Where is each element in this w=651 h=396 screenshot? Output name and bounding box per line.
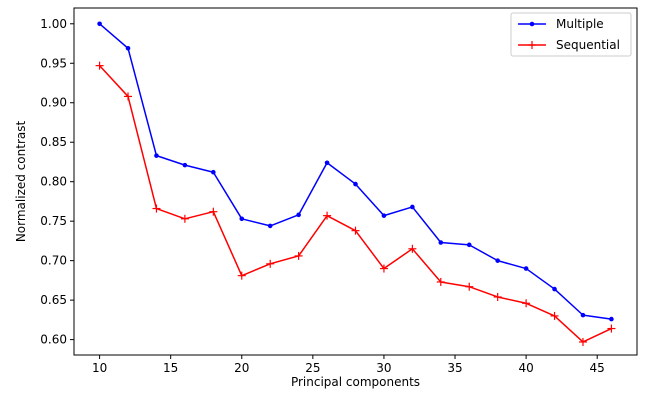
data-point [237,271,246,280]
legend-swatch-marker [529,21,535,27]
y-tick-label: 0.80 [40,175,67,189]
y-tick-label: 0.75 [40,214,67,228]
data-point [550,311,559,320]
series-line [99,23,612,320]
data-point [211,169,216,175]
series-layer [95,21,616,346]
legend-item-multiple: Multiple [518,17,604,31]
y-tick-label: 0.95 [40,56,67,70]
data-point [465,282,474,291]
data-point [182,162,188,168]
data-point [323,211,332,220]
x-tick-label: 15 [163,361,178,375]
y-tick-label: 1.00 [40,17,67,31]
data-point [296,212,301,218]
series-multiple [97,21,614,322]
data-point [493,292,502,301]
data-point [580,312,586,318]
data-point [266,259,275,268]
series-sequential [95,61,616,346]
data-point [267,223,273,229]
data-point [152,204,161,213]
data-point [552,286,557,292]
x-tick-label: 25 [305,361,320,375]
y-tick-label: 0.70 [40,254,67,268]
data-point [438,240,444,245]
y-axis: 0.60 0.65 0.70 0.75 0.80 0.85 0.90 0.95 1.00 [40,17,74,347]
data-point [209,207,218,216]
x-tick-label: 30 [376,361,391,375]
x-axis-title: Principal components [291,375,420,389]
legend-item-sequential: Sequential [518,38,620,52]
x-tick-label: 40 [518,361,533,375]
series-line [99,65,612,343]
plot-frame [73,7,638,356]
data-point [379,264,388,273]
data-point [154,153,159,158]
data-point [436,277,445,286]
data-point [609,316,614,322]
data-point [294,251,303,260]
data-point [607,324,616,333]
y-tick-label: 0.90 [40,96,67,110]
y-axis-title: Normalized contrast [14,121,28,243]
data-point [353,181,358,187]
data-point [578,337,587,346]
legend-label: Multiple [556,17,604,31]
data-point [495,258,500,263]
data-point [408,244,417,253]
x-axis: 10 15 20 25 30 35 40 45 [92,355,605,375]
data-point [95,61,104,70]
legend-label: Sequential [556,38,620,52]
data-point [381,213,387,218]
data-point [410,204,415,210]
x-tick-label: 10 [92,361,107,375]
data-point [97,21,102,27]
y-tick-label: 0.60 [40,333,67,347]
x-tick-label: 35 [447,361,462,375]
legend: Multiple Sequential [510,12,632,57]
data-point [124,92,133,101]
x-tick-label: 20 [234,361,249,375]
data-point [523,266,529,271]
data-point [351,226,360,235]
data-point [522,299,531,308]
data-point [466,242,472,248]
data-point [180,214,189,223]
y-tick-label: 0.85 [40,135,67,149]
data-point [125,45,131,51]
y-tick-label: 0.65 [40,293,67,307]
x-tick-label: 45 [590,361,605,375]
data-point [324,160,330,166]
data-point [239,216,245,222]
